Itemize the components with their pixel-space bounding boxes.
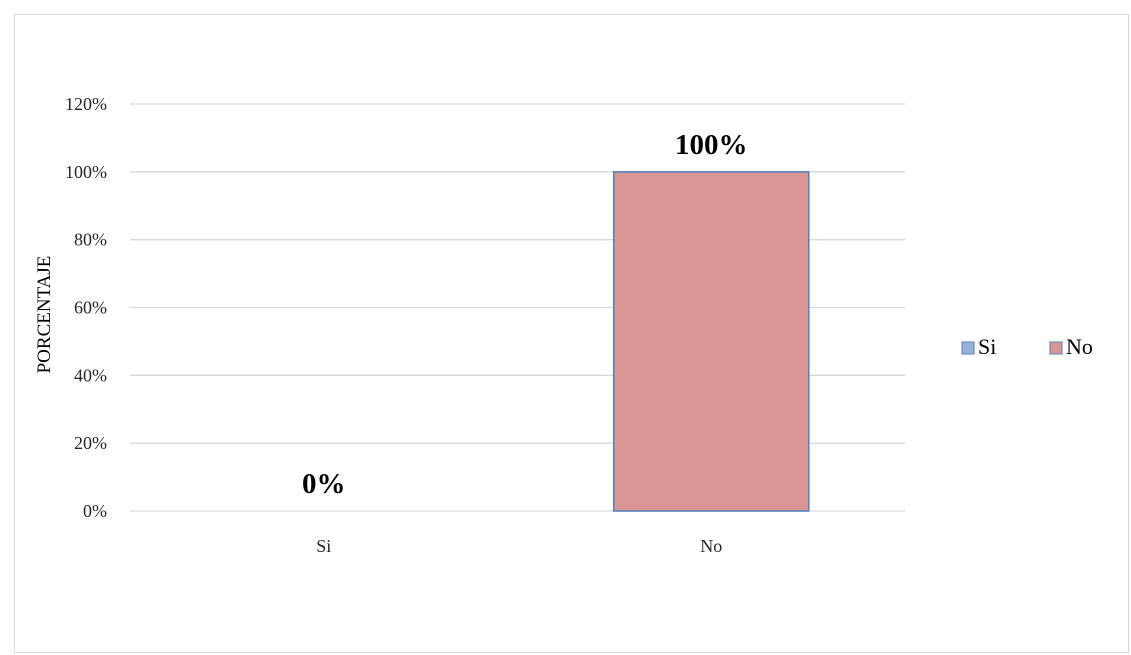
legend-label: No [1066, 334, 1093, 359]
legend-label: Si [978, 334, 996, 359]
y-tick-label: 20% [74, 433, 107, 453]
x-tick-label: Si [316, 536, 331, 556]
y-tick-label: 40% [74, 365, 107, 385]
y-tick-label: 80% [74, 230, 107, 250]
legend-swatch-si [961, 341, 975, 355]
data-label: 100% [675, 129, 748, 161]
bar-no [613, 171, 810, 512]
x-tick-label: No [700, 536, 722, 556]
y-tick-label: 100% [65, 162, 107, 182]
y-axis-title: PORCENTAJE [34, 256, 55, 374]
y-tick-label: 120% [65, 94, 107, 114]
data-label: 0% [302, 468, 346, 500]
legend-swatch-no [1049, 341, 1063, 355]
chart-frame [14, 14, 1129, 653]
y-tick-label: 0% [83, 501, 107, 521]
y-tick-label: 60% [74, 298, 107, 318]
